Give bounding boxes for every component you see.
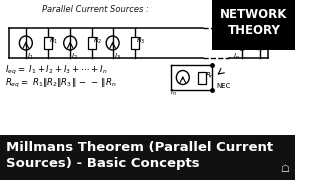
FancyBboxPatch shape — [131, 37, 139, 49]
Text: $R_n$: $R_n$ — [205, 70, 215, 81]
Text: $I_n$: $I_n$ — [170, 87, 177, 98]
Text: $R_1$: $R_1$ — [49, 36, 59, 46]
FancyBboxPatch shape — [0, 135, 295, 180]
Text: Millmans Theorem (Parallel Current: Millmans Theorem (Parallel Current — [6, 141, 274, 154]
Text: NETWORK: NETWORK — [220, 8, 288, 21]
Text: $I_n$: $I_n$ — [233, 52, 239, 62]
FancyBboxPatch shape — [212, 0, 295, 50]
FancyBboxPatch shape — [256, 37, 265, 49]
Text: $I_1$: $I_1$ — [27, 52, 34, 62]
Text: $I_2$: $I_2$ — [71, 52, 78, 62]
Text: $R_{eq}=\ R_1\|R_2\|R_3\|\,-\,-\,\|R_n$: $R_{eq}=\ R_1\|R_2\|R_3\|\,-\,-\,\|R_n$ — [4, 77, 116, 90]
Text: $I_3$: $I_3$ — [114, 52, 120, 62]
Text: $I_{eq}=\ I_1+I_2+I_3+\cdots+I_n$: $I_{eq}=\ I_1+I_2+I_3+\cdots+I_n$ — [4, 64, 107, 77]
FancyBboxPatch shape — [88, 37, 97, 49]
Text: $R_2$: $R_2$ — [93, 36, 103, 46]
FancyBboxPatch shape — [198, 71, 206, 84]
Text: Parallel Current Sources :: Parallel Current Sources : — [42, 5, 148, 14]
Text: THEORY: THEORY — [228, 24, 280, 37]
Text: Sources) - Basic Concepts: Sources) - Basic Concepts — [6, 157, 200, 170]
Text: ☖: ☖ — [280, 164, 289, 174]
Text: $R_n$: $R_n$ — [261, 36, 271, 46]
FancyBboxPatch shape — [44, 37, 52, 49]
Text: NEC: NEC — [216, 83, 230, 89]
Text: $R_3$: $R_3$ — [136, 36, 145, 46]
